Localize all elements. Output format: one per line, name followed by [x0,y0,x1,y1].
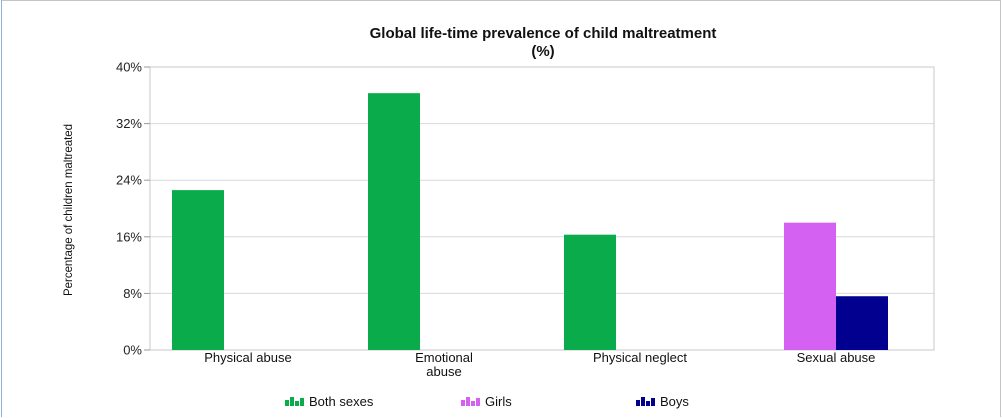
legend-label: Both sexes [309,394,374,409]
legend-swatch-bar [461,400,465,406]
plot-area [149,66,935,351]
y-axis-label: Percentage of children maltreated [61,124,75,296]
legend-swatch-bar [641,397,645,406]
legend-label: Boys [660,394,689,409]
legend-item-both-sexes: Both sexes [285,394,374,409]
x-category-label: Physical neglect [593,350,687,365]
x-category-label: Physical abuse [204,350,291,365]
bar-girls [784,222,836,350]
legend-item-boys: Boys [636,394,689,409]
legend-label: Girls [485,394,512,409]
x-category-label: Emotional [415,350,473,365]
legend-swatch-bar [651,398,655,406]
y-tick-label: 16% [116,229,142,244]
y-tick-label: 40% [116,60,142,75]
bar-boys [836,296,888,350]
legend-item-girls: Girls [461,394,512,409]
y-tick-label: 32% [116,116,142,131]
y-axis-ticks: 0% 8% 16% 24% 32% 40% [116,60,150,358]
legend-swatch-bar [471,401,475,406]
legend-swatch-bar [285,400,289,406]
chart-title-line: (%) [531,43,554,60]
bar-both-sexes [368,93,420,351]
legend-swatch-bar [466,397,470,406]
legend-swatch-bar [646,401,650,406]
legend-swatch-bar [295,401,299,406]
legend: Both sexes Girls Boys [285,394,689,409]
legend-swatch-bar [300,398,304,406]
legend-swatch-bar [290,397,294,406]
bar-both-sexes [564,234,616,350]
y-tick-label: 8% [123,286,142,301]
bar-both-sexes [172,190,224,350]
legend-swatch-bar [636,400,640,406]
chart-title-line: Global life-time prevalence of child mal… [370,25,717,42]
chart-title: Global life-time prevalence of child mal… [370,25,717,60]
y-tick-label: 0% [123,343,142,358]
legend-swatch-bar [476,398,480,406]
bars [172,93,888,351]
y-tick-label: 24% [116,173,142,188]
x-category-label: Sexual abuse [797,350,876,365]
x-category-label: abuse [426,364,461,379]
